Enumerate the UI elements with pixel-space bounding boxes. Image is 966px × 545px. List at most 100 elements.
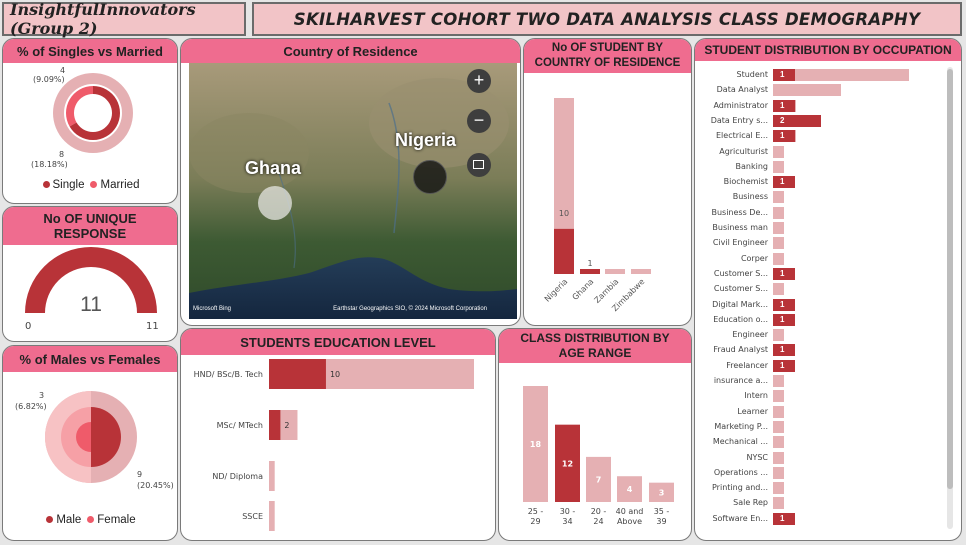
occupation-row: Sale Rep: [695, 497, 947, 510]
occupation-scrollbar[interactable]: [947, 67, 953, 529]
age-bar: [617, 476, 642, 502]
occupation-category-label: Learner: [737, 406, 768, 416]
gender-title: % of Males vs Females: [3, 346, 177, 372]
group-name: InsightfulInnovators (Group 2): [2, 0, 246, 38]
occupation-category-label: Corper: [740, 253, 768, 263]
occupation-category-label: Fraud Analyst: [713, 345, 768, 355]
occupation-row: Civil Engineer: [695, 237, 947, 250]
occupation-category-label: Civil Engineer: [712, 238, 768, 248]
education-bar-total: [269, 501, 275, 531]
occupation-row: insurance a...: [695, 375, 947, 387]
country-data-label: 10: [559, 209, 569, 218]
occupation-row: Software En... 1: [695, 512, 947, 525]
occupation-bar-total: [773, 497, 785, 510]
occupation-bar-total: [773, 390, 785, 403]
age-data-label: 4: [627, 485, 633, 494]
occupation-category-label: Biochemist: [723, 177, 768, 187]
age-bar: [586, 456, 611, 502]
occupation-bar-total: [773, 436, 785, 449]
map-canvas[interactable]: Ghana Nigeria + − Microsoft Bing Earthst…: [189, 63, 517, 319]
zoom-in-button[interactable]: +: [467, 69, 491, 93]
gender-rings: [45, 391, 137, 483]
gender-legend: Male Female: [3, 514, 177, 526]
education-category-label: SSCE: [242, 512, 263, 521]
education-data-label: 10: [330, 370, 340, 379]
nigeria-label: Nigeria: [395, 130, 457, 150]
age-bar: [555, 424, 580, 502]
education-panel: STUDENTS EDUCATION LEVEL HND/ BSc/B. Tec…: [180, 328, 496, 541]
occupation-row: Business: [695, 191, 947, 204]
ghana-marker[interactable]: [258, 186, 292, 220]
education-svg: HND/ BSc/B. Tech 10 MSc/ MTech 2 ND/ Diploma…: [194, 359, 474, 531]
occupation-row: Intern: [695, 390, 947, 403]
nigeria-marker[interactable]: [413, 160, 447, 194]
age-panel: CLASS DISTRIBUTION BY AGE RANGE 18 25 -29…: [498, 328, 692, 541]
education-category-label: HND/ BSc/B. Tech: [194, 370, 263, 379]
age-bar: [649, 482, 674, 502]
occupation-row: Operations ...: [695, 466, 947, 479]
map-terrain: [189, 63, 517, 319]
male-percent: (20.45%): [137, 481, 174, 490]
occupation-row: Banking: [695, 160, 947, 173]
marital-panel: % of Singles vs Married 4 (9.09%) 8 (18.…: [2, 38, 178, 204]
education-data-label: 2: [284, 421, 289, 430]
occupation-title: STUDENT DISTRIBUTION BY OCCUPATION: [695, 39, 961, 61]
married-percent: (9.09%): [33, 75, 65, 84]
country-bar-highlight: [580, 269, 600, 274]
occupation-category-label: Business: [732, 192, 768, 202]
occupation-row: Customer S...: [695, 283, 947, 296]
occupation-bar-highlight: 1: [773, 267, 795, 280]
occupation-category-label: Freelancer: [726, 360, 768, 370]
age-data-label: 7: [596, 475, 602, 484]
occupation-category-label: Software En...: [712, 513, 768, 523]
occupation-chart: Student 1 Data Analyst Administrator 1 Data E…: [695, 69, 947, 534]
occupation-row: NYSC: [695, 451, 947, 464]
education-bar-highlight: [269, 359, 326, 389]
legend-female: Female: [87, 514, 136, 526]
occupation-category-label: Digital Mark...: [712, 299, 768, 309]
occupation-bar-total: [773, 375, 785, 387]
age-bar: [523, 386, 548, 502]
occupation-row: Learner: [695, 405, 947, 418]
female-percent: (6.82%): [15, 402, 47, 411]
occupation-bar-total: [773, 237, 785, 250]
female-count: 3: [39, 391, 45, 400]
map-title: Country of Residence: [181, 39, 520, 63]
gauge-min: 0: [25, 321, 32, 332]
occupation-bar-total: [773, 466, 785, 479]
occupation-scroll-thumb[interactable]: [947, 69, 953, 489]
occupation-bar-total: [773, 145, 785, 158]
age-category-label: 40 and Above: [616, 507, 644, 526]
occupation-category-label: Student: [736, 70, 769, 79]
occupation-category-label: Operations ...: [713, 467, 768, 477]
age-category-label: 20 -24: [591, 507, 607, 526]
occupation-category-label: insurance a...: [713, 376, 768, 385]
occupation-row: Freelancer 1: [695, 359, 947, 372]
occupation-bar-total: [773, 329, 785, 342]
zoom-out-button[interactable]: −: [467, 109, 491, 133]
occupation-bar-total: [773, 84, 841, 97]
occupation-row: Biochemist 1: [695, 176, 947, 189]
gauge-value: 11: [80, 293, 102, 316]
gauge-arc: [25, 247, 157, 313]
gender-slice-female: [76, 422, 91, 452]
occupation-row: Student 1: [695, 69, 947, 81]
select-area-icon[interactable]: [467, 153, 491, 177]
country-chart: 10 Nigeria 1 Ghana Zambia Zimbabwe: [524, 73, 691, 325]
age-category-label: 35 -39: [654, 507, 670, 526]
marital-slice-married: [66, 86, 93, 127]
occupation-category-label: Sale Rep: [733, 498, 768, 508]
occupation-category-label: Business De...: [711, 207, 768, 217]
occupation-bar-highlight: 1: [773, 359, 795, 372]
occupation-category-label: Customer S...: [713, 268, 768, 278]
gender-slice-male: [91, 407, 121, 467]
education-category-label: MSc/ MTech: [217, 421, 263, 430]
occupation-row: Corper: [695, 252, 947, 265]
occupation-bar-highlight: 1: [773, 298, 795, 311]
occupation-category-label: Data Analyst: [716, 85, 768, 95]
occupation-bar-highlight: 1: [773, 344, 795, 357]
education-chart: HND/ BSc/B. Tech 10 MSc/ MTech 2 ND/ Diploma…: [181, 355, 495, 540]
gauge-max: 11: [146, 321, 159, 332]
occupation-bar-highlight: 1: [773, 69, 795, 81]
education-title: STUDENTS EDUCATION LEVEL: [181, 329, 495, 355]
